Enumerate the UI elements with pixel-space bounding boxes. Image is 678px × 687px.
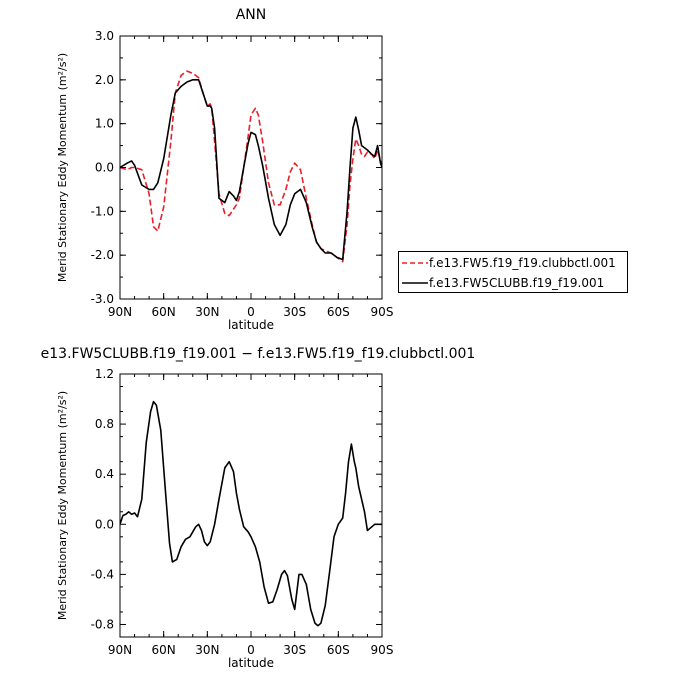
x-tick-label: 60N [152, 305, 176, 319]
x-axis-label: latitude [228, 318, 274, 332]
y-axis-label: Merid Stationary Eddy Momentum (m²/s²) [56, 391, 69, 620]
series-line-2 [120, 79, 382, 261]
x-tick-label: 60S [327, 305, 350, 319]
plot-frame [119, 373, 383, 638]
y-tick-label: -0.4 [91, 567, 114, 581]
y-tick-label: 1.0 [95, 117, 114, 131]
legend-entry-clubb: f.e13.FW5CLUBB.f19_f19.001 [399, 273, 627, 293]
x-tick-label: 60N [152, 643, 176, 657]
y-tick-label: -2.0 [91, 248, 114, 262]
x-tick-label: 0 [247, 643, 255, 657]
y-tick-label: -3.0 [91, 292, 114, 306]
y-tick-label: 0.0 [95, 161, 114, 175]
y-tick-label: 3.0 [95, 29, 114, 43]
x-tick-label: 0 [247, 305, 255, 319]
bottom-panel: e13.FW5CLUBB.f19_f19.001 − f.e13.FW5.f19… [41, 346, 476, 670]
y-tick-label: -1.0 [91, 204, 114, 218]
x-tick-label: 30N [195, 643, 219, 657]
y-tick-label: 0.8 [95, 417, 114, 431]
chart-title: e13.FW5CLUBB.f19_f19.001 − f.e13.FW5.f19… [41, 346, 476, 362]
x-tick-label: 90S [371, 305, 394, 319]
x-tick-label: 90S [371, 643, 394, 657]
x-tick-label: 90N [108, 305, 132, 319]
legend: f.e13.FW5.f19_f19.clubbctl.001 f.e13.FW5… [398, 251, 628, 293]
x-tick-label: 90N [108, 643, 132, 657]
x-tick-label: 30S [283, 305, 306, 319]
x-tick-label: 30N [195, 305, 219, 319]
x-tick-label: 60S [327, 643, 350, 657]
x-tick-label: 30S [283, 643, 306, 657]
x-axis-label: latitude [228, 656, 274, 670]
legend-entry-control: f.e13.FW5.f19_f19.clubbctl.001 [399, 253, 627, 273]
y-tick-label: 0.4 [95, 467, 114, 481]
chart-title: ANN [236, 7, 267, 23]
legend-label-clubb: f.e13.FW5CLUBB.f19_f19.001 [429, 276, 605, 290]
series-line-1 [120, 70, 382, 263]
legend-swatch-solid-black [402, 282, 428, 284]
legend-swatch-dashed-red [402, 262, 428, 264]
y-axis-label: Merid Stationary Eddy Momentum (m²/s²) [56, 53, 69, 282]
y-tick-label: 0.0 [95, 517, 114, 531]
series-line-1 [120, 400, 382, 627]
legend-label-control: f.e13.FW5.f19_f19.clubbctl.001 [429, 256, 616, 270]
y-tick-label: -0.8 [91, 617, 114, 631]
y-tick-label: 1.2 [95, 367, 114, 381]
y-tick-label: 2.0 [95, 73, 114, 87]
